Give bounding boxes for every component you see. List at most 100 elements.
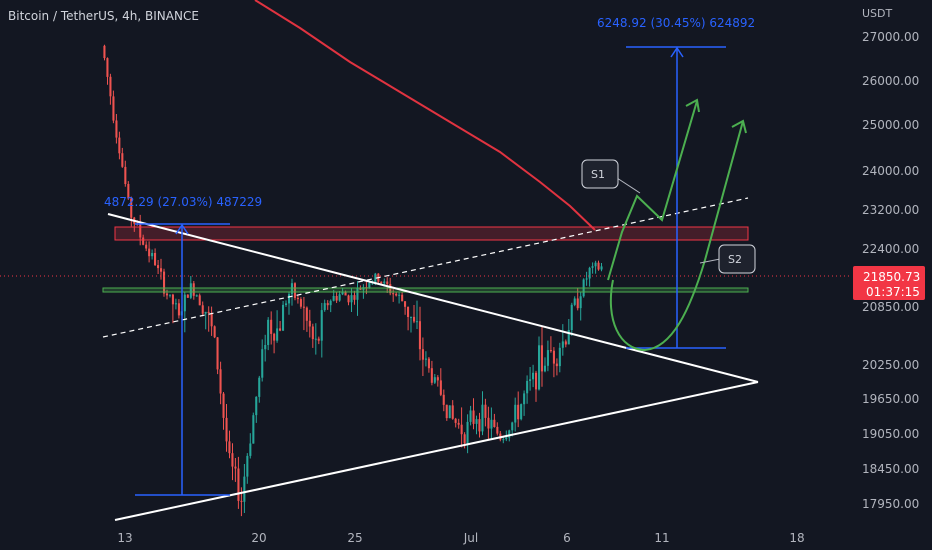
time-tick-label: 25 <box>347 531 362 545</box>
measure-label-left: 4872.29 (27.03%) 487229 <box>104 195 262 209</box>
candle-down <box>478 419 481 432</box>
candles <box>103 44 603 517</box>
countdown-value: 01:37:15 <box>866 285 920 299</box>
candle-up <box>151 253 154 257</box>
candle-up <box>469 410 472 422</box>
candle-down <box>311 326 314 340</box>
candle-down <box>219 369 222 394</box>
candle-up <box>594 262 597 267</box>
candle-down <box>517 404 520 420</box>
candle-down <box>540 345 543 372</box>
time-tick-label: 11 <box>654 531 669 545</box>
candle-down <box>386 281 389 285</box>
candle-down <box>216 337 219 370</box>
candle-up <box>338 294 341 301</box>
candle-up <box>591 266 594 268</box>
candle-up <box>285 303 288 305</box>
candle-down <box>279 328 282 331</box>
price-axis[interactable]: 27000.00 26000.00 25000.00 24000.00 23200.00… <box>862 30 919 511</box>
candle-down <box>597 262 600 270</box>
candle-down <box>401 294 404 302</box>
candle-down <box>404 301 407 307</box>
candle-down <box>165 293 168 296</box>
candle-down <box>347 295 350 303</box>
candle-up <box>249 443 252 456</box>
candle-up <box>570 304 573 330</box>
candle-up <box>332 296 335 301</box>
candle-down <box>326 303 329 306</box>
time-tick-label: Jul <box>463 531 478 545</box>
candle-down <box>317 338 320 341</box>
candle-up <box>567 330 570 345</box>
time-axis[interactable]: 13 20 25 Jul 6 11 18 <box>117 531 804 545</box>
candle-down <box>454 418 457 423</box>
candle-up <box>383 281 386 284</box>
candle-up <box>543 365 546 372</box>
candle-down <box>392 293 395 295</box>
candle-down <box>493 419 496 427</box>
measure-tool-left <box>135 223 230 496</box>
candle-up <box>356 287 359 300</box>
callout-s1-label: S1 <box>591 168 605 181</box>
candle-up <box>288 294 291 304</box>
candle-up <box>588 267 591 279</box>
candle-down <box>457 422 460 425</box>
candle-up <box>532 372 535 380</box>
last-price-value: 21850.73 <box>863 270 920 284</box>
candle-up <box>174 303 177 305</box>
candle-up <box>329 300 332 306</box>
candle-down <box>160 268 163 272</box>
candle-up <box>243 476 246 502</box>
candle-down <box>139 224 142 238</box>
candle-down <box>413 316 416 322</box>
candle-down <box>472 410 475 424</box>
candle-down <box>549 350 552 352</box>
candle-down <box>308 320 311 327</box>
candle-down <box>293 283 296 298</box>
candle-down <box>296 297 299 300</box>
candle-down <box>192 283 195 296</box>
candle-down <box>157 265 160 269</box>
last-price-badge: 21850.73 01:37:15 <box>853 266 925 300</box>
candle-up <box>314 338 317 340</box>
candle-down <box>484 404 487 418</box>
candle-down <box>302 306 305 308</box>
candle-down <box>222 393 225 418</box>
price-tick-label: 27000.00 <box>862 30 919 44</box>
candle-up <box>561 341 564 348</box>
candle-down <box>335 296 338 301</box>
candle-down <box>237 468 240 501</box>
moving-average-line <box>254 0 596 231</box>
candle-up <box>267 319 270 345</box>
projection-path-1 <box>607 100 698 281</box>
candle-down <box>380 281 383 284</box>
time-tick-label: 18 <box>789 531 804 545</box>
callout-s1: S1 <box>581 159 641 194</box>
time-tick-label: 13 <box>117 531 132 545</box>
candle-down <box>207 311 210 313</box>
projection-arrow-icon <box>685 98 700 113</box>
price-tick-label: 19050.00 <box>862 427 919 441</box>
measure-tool-right <box>626 46 726 349</box>
candle-up <box>323 303 326 311</box>
price-tick-label: 25000.00 <box>862 118 919 132</box>
price-tick-label: 26000.00 <box>862 74 919 88</box>
symbol-title: Bitcoin / TetherUS, 4h, BINANCE <box>8 9 199 23</box>
candle-up <box>189 283 192 298</box>
candle-down <box>460 424 463 435</box>
price-tick-label: 20850.00 <box>862 300 919 314</box>
candle-up <box>204 311 207 314</box>
candle-up <box>320 310 323 341</box>
projection-arrow-icon <box>731 119 747 134</box>
candle-up <box>505 437 508 440</box>
candle-down <box>148 248 151 257</box>
candle-up <box>341 292 344 295</box>
candle-down <box>487 417 490 429</box>
candle-up <box>546 350 549 366</box>
measure-arrow-icon <box>175 223 189 235</box>
candle-down <box>395 293 398 296</box>
candle-down <box>451 405 454 419</box>
candle-up <box>514 404 517 423</box>
callout-s2: S2 <box>699 244 756 274</box>
